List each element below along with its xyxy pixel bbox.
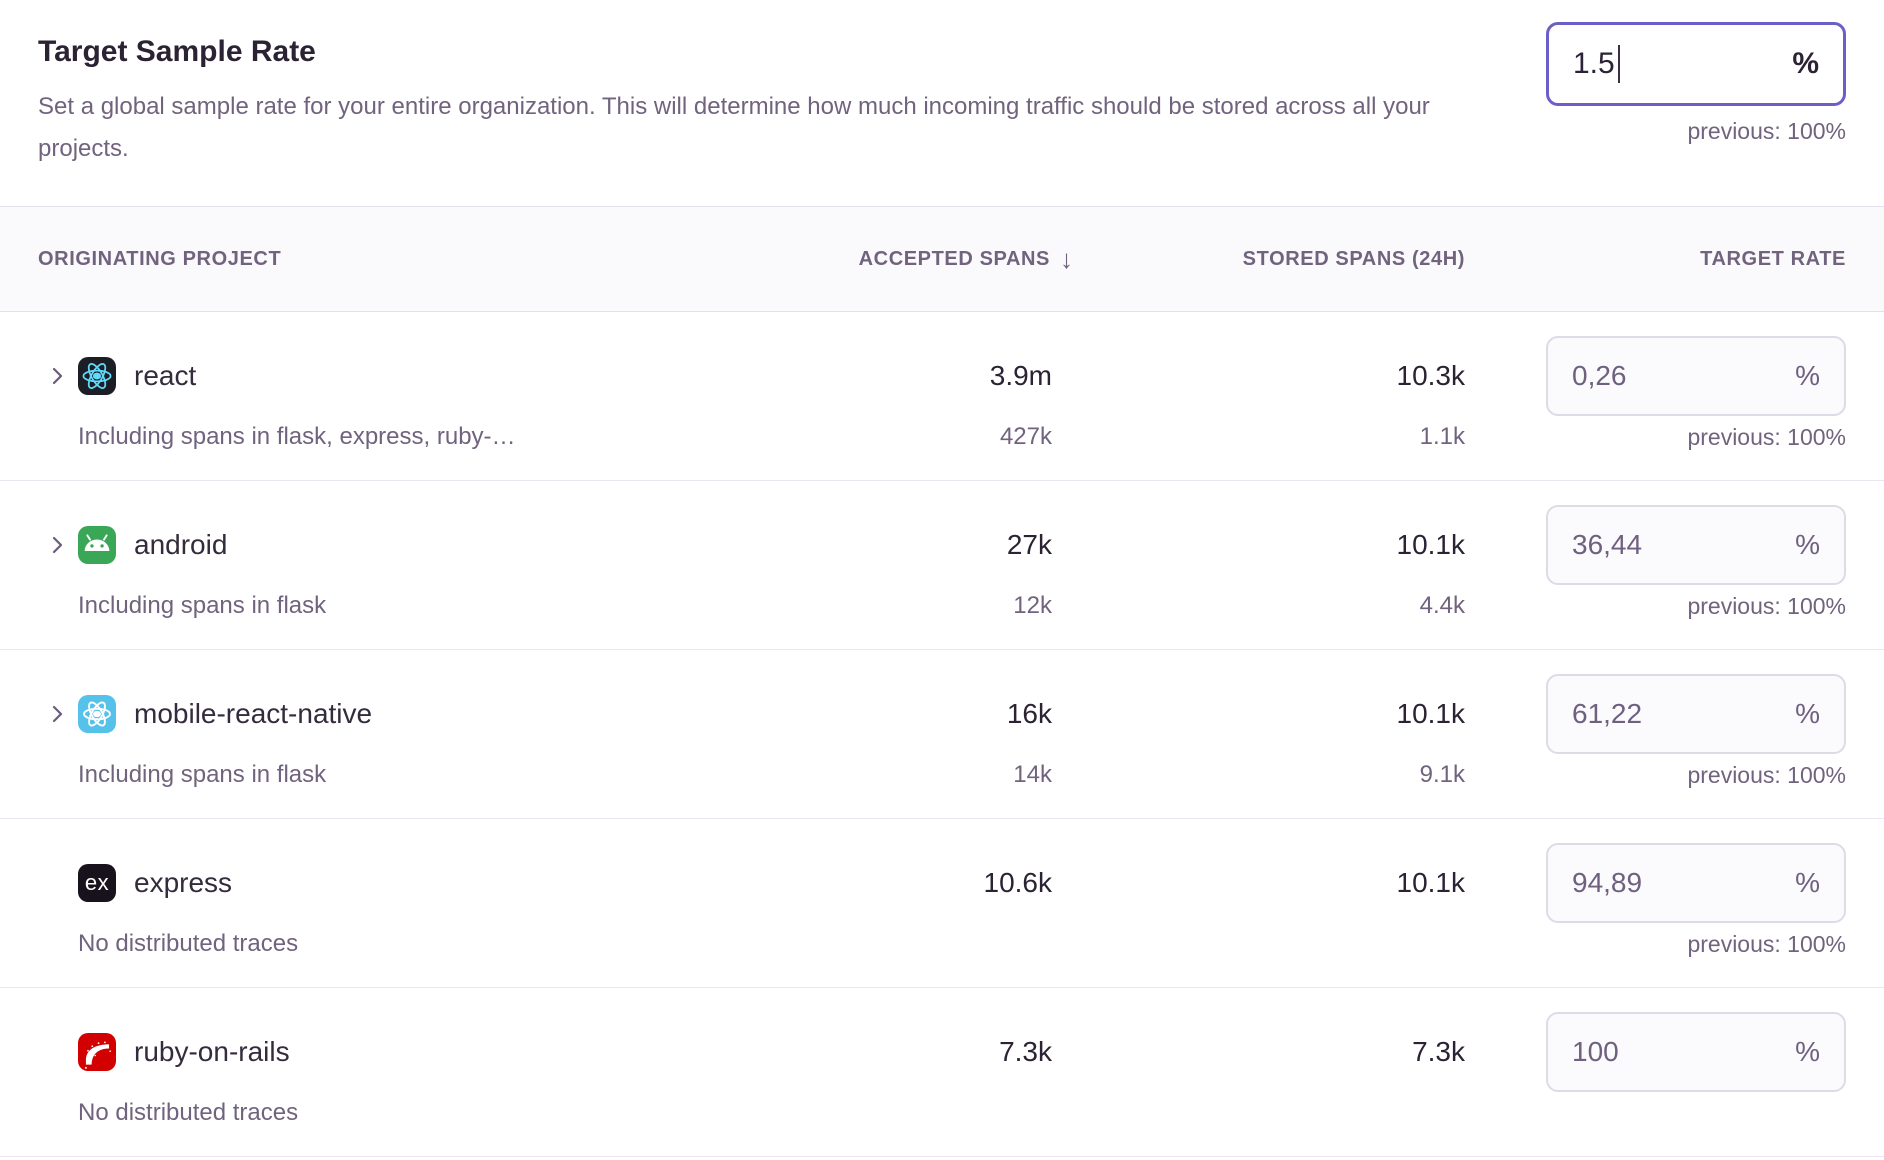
stored-spans-subvalue: [1052, 1098, 1465, 1128]
target-rate-value: 100: [1572, 1036, 1619, 1067]
stored-spans-value: 10.1k: [1396, 529, 1466, 560]
target-rate-value: 61,22: [1572, 698, 1643, 729]
previous-rate-label: previous: 100%: [1687, 424, 1846, 450]
global-rate-input[interactable]: 1.5 %: [1546, 22, 1846, 106]
project-name[interactable]: express: [134, 867, 233, 898]
accepted-spans-value: 7.3k: [999, 1036, 1052, 1067]
stored-spans-subvalue: 1.1k: [1419, 423, 1465, 450]
column-stored-spans: Stored Spans (24h): [1242, 247, 1465, 270]
project-name[interactable]: ruby-on-rails: [134, 1036, 290, 1067]
react-native-icon: [78, 695, 116, 733]
target-rate-input[interactable]: 36,44 %: [1546, 505, 1846, 585]
accepted-spans-value: 10.6k: [983, 867, 1053, 898]
stored-spans-value: 7.3k: [1412, 1036, 1465, 1067]
stored-spans-subvalue: [1052, 929, 1465, 959]
stored-spans-subvalue: 4.4k: [1419, 592, 1465, 619]
target-rate-input[interactable]: 0,26 %: [1546, 336, 1846, 416]
global-rate-value: 1.5: [1573, 47, 1615, 80]
target-rate-input[interactable]: 100 %: [1546, 1012, 1846, 1092]
android-icon: [78, 526, 116, 564]
project-subtext: Including spans in flask: [78, 592, 327, 619]
rails-icon: [78, 1033, 116, 1071]
react-icon: [78, 357, 116, 395]
previous-rate-label: previous: 100%: [1687, 931, 1846, 957]
stored-spans-value: 10.3k: [1396, 360, 1466, 391]
project-name[interactable]: android: [134, 529, 228, 560]
accepted-spans-value: 3.9m: [989, 360, 1052, 391]
stored-spans-value: 10.1k: [1396, 867, 1466, 898]
accepted-spans-subvalue: [692, 929, 1052, 959]
expand-chevron-icon[interactable]: [45, 702, 69, 726]
expand-chevron-icon[interactable]: [45, 533, 69, 557]
table-row: react Including spans in flask, express,…: [0, 312, 1884, 481]
table-header-row: Originating Project Accepted Spans ↓ Sto…: [0, 206, 1884, 312]
projects-sample-rate-table: Originating Project Accepted Spans ↓ Sto…: [0, 206, 1884, 1157]
percent-suffix: %: [1795, 360, 1820, 391]
column-accepted-spans-label: Accepted Spans: [858, 247, 1050, 270]
table-row: android Including spans in flask 27k 12k…: [0, 481, 1884, 650]
target-sample-rate-section: Target Sample Rate Set a global sample r…: [0, 0, 1884, 170]
target-rate-value: 94,89: [1572, 867, 1643, 898]
target-rate-value: 0,26: [1572, 360, 1627, 391]
project-name[interactable]: react: [134, 360, 197, 391]
table-row: mobile-react-native Including spans in f…: [0, 650, 1884, 819]
project-subtext: Including spans in flask, express, ruby-…: [78, 423, 516, 450]
page-title: Target Sample Rate: [38, 35, 316, 68]
accepted-spans-subvalue: [692, 1098, 1052, 1128]
accepted-spans-subvalue: 427k: [999, 423, 1052, 450]
expand-chevron-icon[interactable]: [45, 364, 69, 388]
project-subtext: No distributed traces: [78, 930, 299, 957]
accepted-spans-value: 27k: [1006, 529, 1052, 560]
table-row: ruby-on-rails No distributed traces 7.3k…: [0, 988, 1884, 1157]
text-cursor: [1617, 45, 1620, 83]
column-accepted-spans[interactable]: Accepted Spans ↓: [692, 244, 1073, 275]
stored-spans-subvalue: 9.1k: [1419, 761, 1465, 788]
table-body: react Including spans in flask, express,…: [0, 312, 1884, 1157]
global-previous-label: previous: 100%: [1687, 118, 1846, 144]
table-row: ex express No distributed traces 10.6k 1…: [0, 819, 1884, 988]
previous-rate-label: previous: 100%: [1687, 762, 1846, 788]
percent-suffix: %: [1795, 867, 1820, 898]
target-rate-input[interactable]: 94,89 %: [1546, 843, 1846, 923]
column-target-rate: Target Rate: [1700, 247, 1846, 270]
stored-spans-value: 10.1k: [1396, 698, 1466, 729]
project-name[interactable]: mobile-react-native: [134, 698, 373, 729]
accepted-spans-subvalue: 12k: [1013, 592, 1052, 619]
sort-descending-icon: ↓: [1060, 243, 1074, 274]
target-rate-value: 36,44: [1572, 529, 1643, 560]
express-icon: ex: [78, 864, 116, 902]
page-description: Set a global sample rate for your entire…: [38, 93, 1430, 162]
target-rate-input[interactable]: 61,22 %: [1546, 674, 1846, 754]
project-subtext: Including spans in flask: [78, 761, 327, 788]
project-subtext: No distributed traces: [78, 1099, 299, 1126]
percent-suffix: %: [1795, 529, 1820, 560]
previous-rate-label: previous: 100%: [1687, 593, 1846, 619]
global-rate-field: 1.5 % previous: 100%: [1546, 22, 1846, 145]
percent-suffix: %: [1795, 1036, 1820, 1067]
accepted-spans-value: 16k: [1006, 698, 1052, 729]
column-originating-project: Originating Project: [38, 247, 282, 270]
percent-suffix: %: [1795, 698, 1820, 729]
percent-suffix: %: [1792, 47, 1819, 80]
previous-rate-label: [1465, 1098, 1846, 1128]
accepted-spans-subvalue: 14k: [1013, 761, 1052, 788]
